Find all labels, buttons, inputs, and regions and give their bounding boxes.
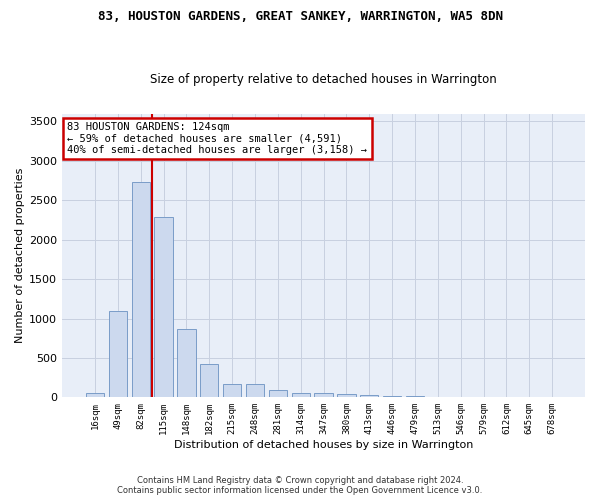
Text: Contains HM Land Registry data © Crown copyright and database right 2024.
Contai: Contains HM Land Registry data © Crown c… [118,476,482,495]
Bar [223,384,241,398]
Text: 83 HOUSTON GARDENS: 124sqm
← 59% of detached houses are smaller (4,591)
40% of s: 83 HOUSTON GARDENS: 124sqm ← 59% of deta… [67,122,367,156]
Bar [86,393,104,398]
Bar [200,364,218,398]
Bar [154,217,173,398]
Bar [383,396,401,398]
X-axis label: Distribution of detached houses by size in Warrington: Distribution of detached houses by size … [174,440,473,450]
Bar [337,394,356,398]
Title: Size of property relative to detached houses in Warrington: Size of property relative to detached ho… [150,73,497,86]
Bar [131,182,150,398]
Bar [109,310,127,398]
Bar [246,384,264,398]
Bar [314,393,333,398]
Bar [292,392,310,398]
Bar [406,396,424,398]
Bar [178,329,196,398]
Bar [428,396,447,398]
Text: 83, HOUSTON GARDENS, GREAT SANKEY, WARRINGTON, WA5 8DN: 83, HOUSTON GARDENS, GREAT SANKEY, WARRI… [97,10,503,23]
Bar [360,394,379,398]
Y-axis label: Number of detached properties: Number of detached properties [15,168,25,343]
Bar [269,390,287,398]
